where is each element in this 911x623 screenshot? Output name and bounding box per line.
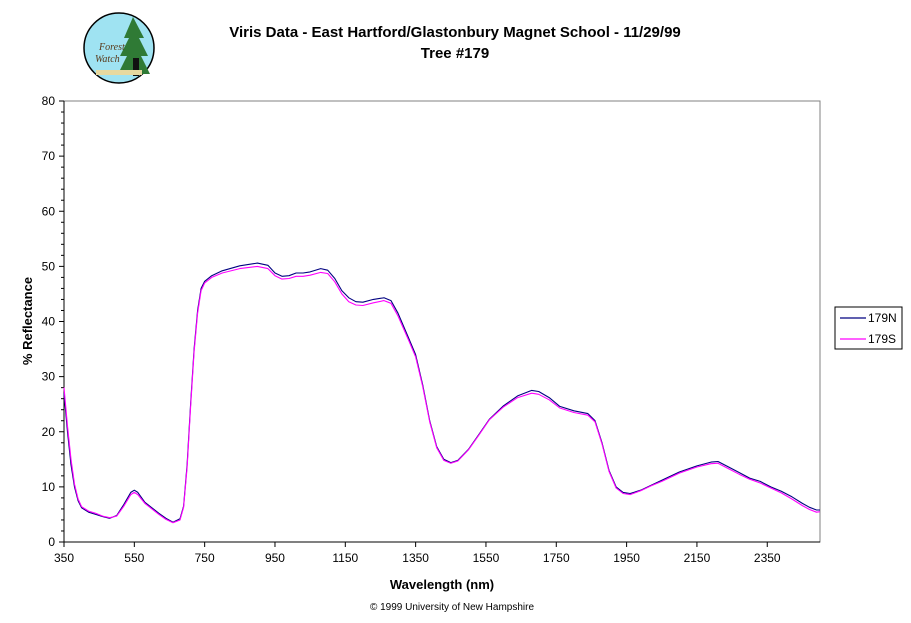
y-tick-label: 60 bbox=[42, 204, 56, 218]
x-tick-label: 1950 bbox=[613, 551, 640, 565]
x-tick-label: 350 bbox=[54, 551, 74, 565]
x-tick-label: 1150 bbox=[332, 551, 358, 565]
x-tick-label: 750 bbox=[195, 551, 215, 565]
ground-icon bbox=[96, 70, 142, 75]
tree-icon bbox=[118, 17, 150, 74]
axes: 0 10 20 30 40 50 60 70 80 350 550 750 950 1150 1350 155… bbox=[42, 94, 820, 565]
x-axis-title: Wavelength (nm) bbox=[390, 577, 494, 592]
logo-text-forest: Forest bbox=[98, 42, 125, 53]
legend: 179N 179S bbox=[834, 306, 903, 350]
logo-text-watch: Watch bbox=[95, 54, 120, 65]
x-tick-label: 2350 bbox=[754, 551, 781, 565]
legend-label-179n: 179N bbox=[868, 311, 897, 325]
chart-subtitle: Tree #179 bbox=[421, 45, 489, 62]
y-tick-label: 50 bbox=[42, 259, 56, 273]
legend-label-179s: 179S bbox=[868, 332, 896, 346]
series-group bbox=[63, 262, 821, 524]
x-tick-label: 550 bbox=[124, 551, 144, 565]
y-axis-title: % Reflectance bbox=[20, 277, 35, 365]
legend-box bbox=[834, 306, 903, 350]
plot-area bbox=[63, 100, 821, 543]
y-tick-label: 80 bbox=[42, 94, 56, 108]
x-tick-label: 1550 bbox=[473, 551, 500, 565]
x-tick-label: 950 bbox=[265, 551, 285, 565]
tree-trunk-icon bbox=[133, 58, 139, 76]
y-tick-label: 40 bbox=[42, 315, 56, 329]
y-tick-label: 10 bbox=[42, 480, 56, 494]
chart-title: Viris Data - East Hartford/Glastonbury M… bbox=[229, 24, 681, 41]
series-line-179n bbox=[63, 262, 820, 523]
y-tick-label: 20 bbox=[42, 425, 56, 439]
x-tick-label: 1750 bbox=[543, 551, 570, 565]
series-line-179s bbox=[63, 265, 821, 524]
y-tick-label: 0 bbox=[48, 535, 55, 549]
x-tick-label: 1350 bbox=[402, 551, 429, 565]
forest-watch-logo: Forest Watch bbox=[83, 12, 155, 84]
y-tick-label: 30 bbox=[42, 370, 56, 384]
y-tick-label: 70 bbox=[42, 149, 56, 163]
x-tick-label: 2150 bbox=[684, 551, 711, 565]
copyright-text: © 1999 University of New Hampshire bbox=[370, 602, 535, 613]
